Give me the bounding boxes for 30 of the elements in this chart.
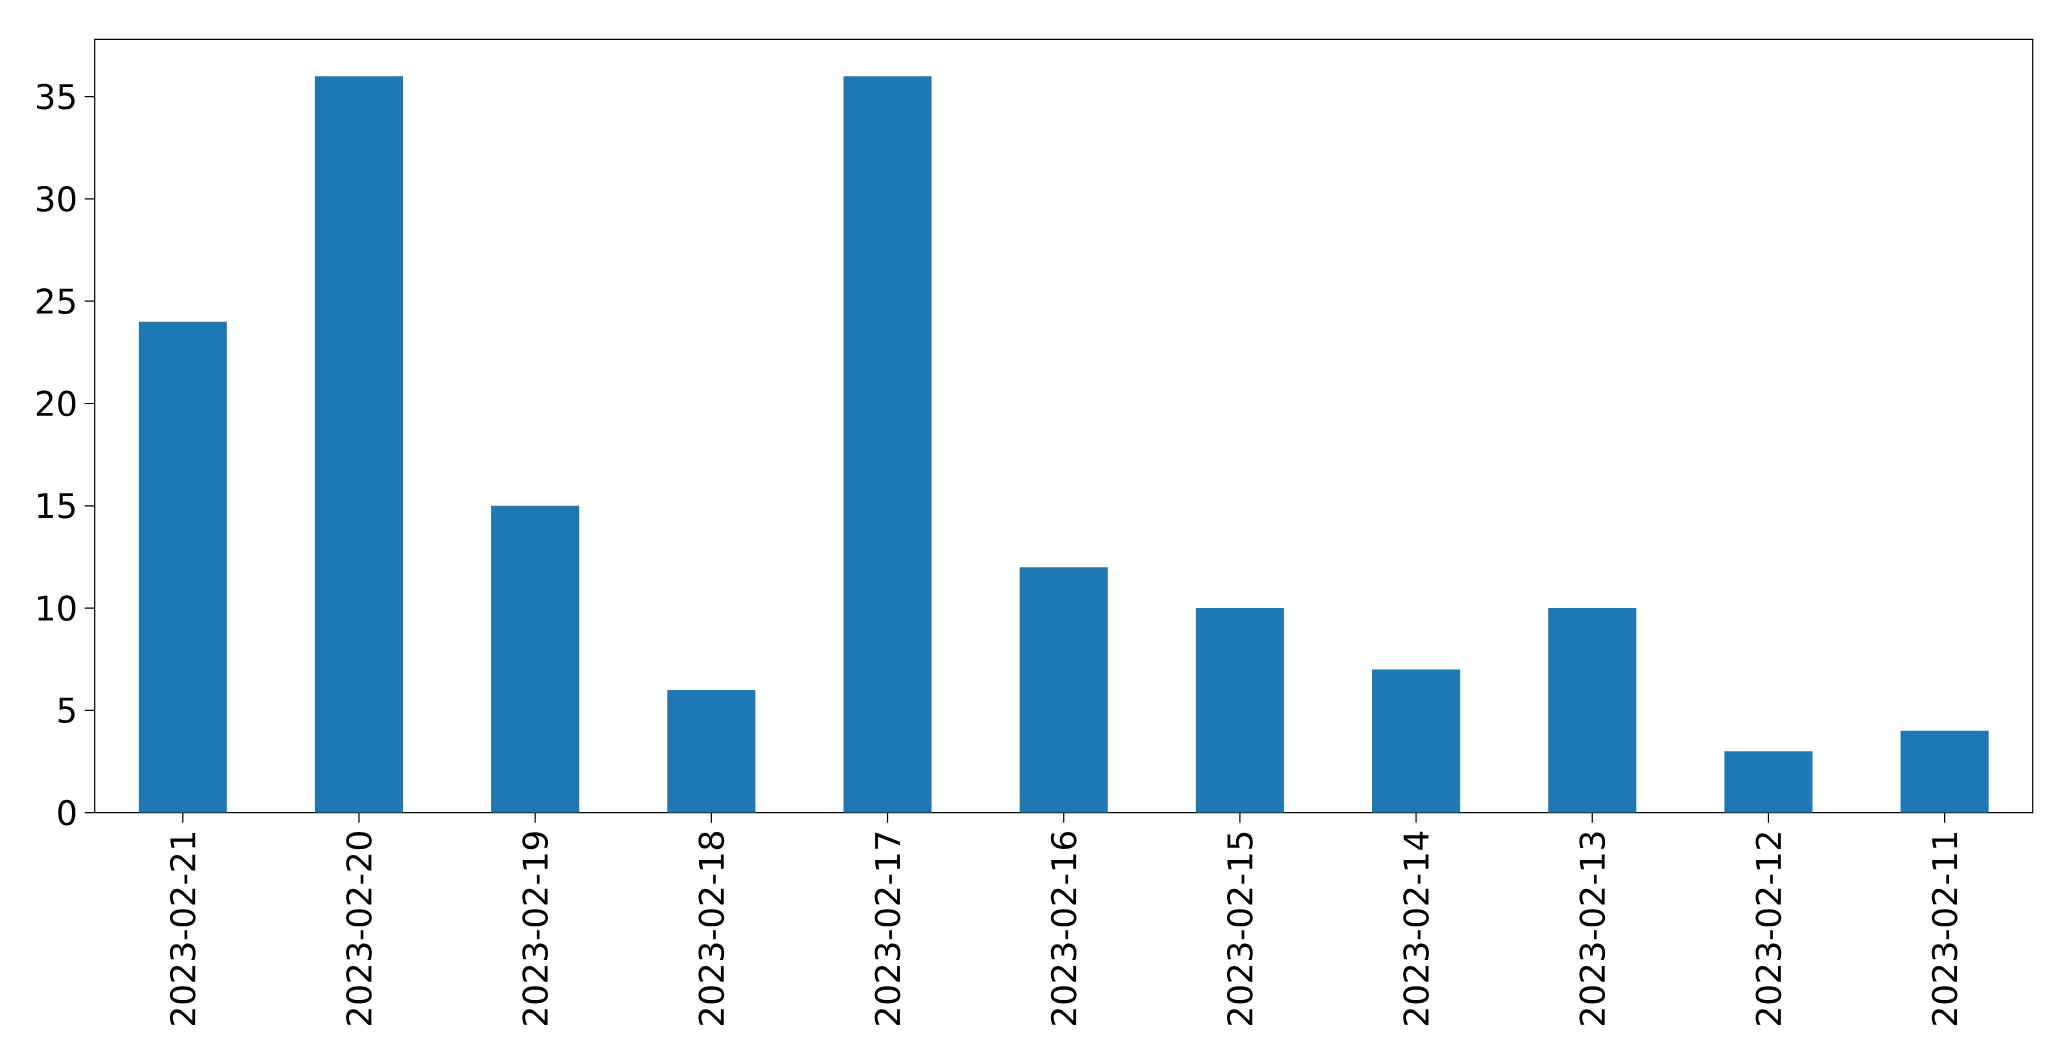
bar	[491, 505, 580, 813]
x-tick-label: 2023-02-14	[1403, 831, 1429, 1025]
x-tick-label: 2023-02-12	[1755, 833, 1782, 1025]
y-tick-label: 15	[38, 493, 75, 519]
x-tick-label: 2023-02-20	[346, 832, 372, 1025]
x-tick-label: 2023-02-16	[1050, 831, 1077, 1025]
y-tick-label: 5	[58, 697, 75, 724]
x-tick-label: 2023-02-15	[1227, 832, 1253, 1025]
bar	[843, 76, 932, 813]
bar	[1019, 567, 1108, 813]
bar	[1548, 608, 1637, 813]
x-tick-label: 2023-02-13	[1579, 832, 1606, 1025]
y-tick-label: 30	[36, 186, 76, 212]
bar	[1195, 608, 1284, 813]
x-tick-label: 2023-02-18	[698, 832, 725, 1025]
bar	[1900, 730, 1989, 813]
bar	[138, 321, 227, 813]
x-tick-label: 2023-02-11	[1931, 832, 1958, 1025]
y-tick-label: 25	[36, 288, 75, 315]
y-tick-label: 10	[38, 595, 76, 621]
x-tick-label: 2023-02-19	[522, 832, 549, 1025]
y-tick-label: 35	[36, 83, 75, 110]
x-tick-label: 2023-02-21	[169, 832, 196, 1025]
y-tick-label: 0	[58, 799, 76, 826]
bar	[1372, 669, 1461, 813]
y-tick-label: 20	[36, 390, 76, 417]
bar	[314, 76, 404, 813]
bar	[667, 689, 756, 813]
x-tick-label: 2023-02-17	[874, 832, 901, 1025]
bar	[1724, 751, 1813, 813]
